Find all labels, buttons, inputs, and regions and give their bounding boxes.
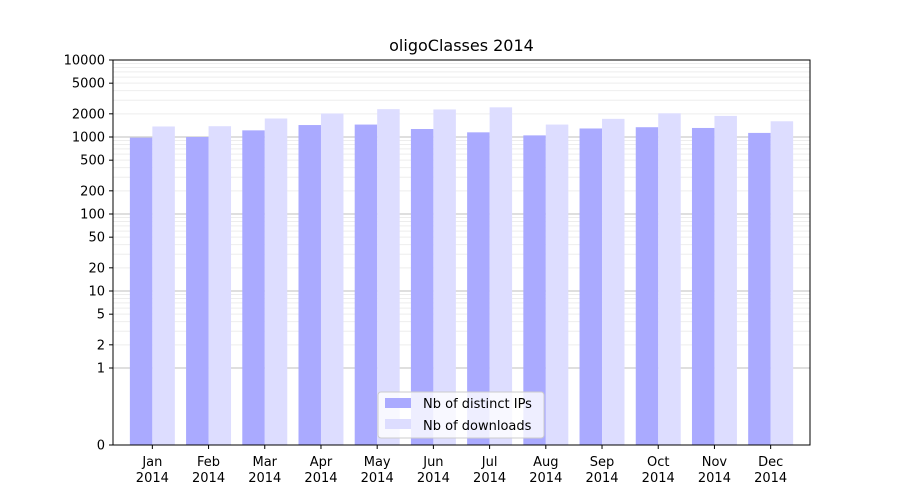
x-tick-label-month: Aug <box>533 455 558 470</box>
x-tick-label-year: 2014 <box>417 471 450 486</box>
bar-ips <box>467 132 490 445</box>
bar-downloads <box>264 118 288 445</box>
x-tick-label-year: 2014 <box>585 471 618 486</box>
legend-label-downloads: Nb of downloads <box>423 419 532 434</box>
bar-ips <box>242 130 265 446</box>
legend-frame <box>377 391 545 439</box>
y-tick-label: 500 <box>80 154 105 169</box>
y-tick-label: 1000 <box>72 131 105 146</box>
bar-downloads <box>489 107 513 445</box>
x-tick-label-month: Nov <box>702 455 728 470</box>
y-tick-label: 1 <box>97 362 105 377</box>
y-tick-label: 10000 <box>64 54 105 69</box>
x-tick-label-year: 2014 <box>192 471 225 486</box>
bar-downloads <box>377 109 400 445</box>
y-tick-label: 100 <box>80 208 105 223</box>
bar-ips <box>129 137 153 445</box>
bar-downloads <box>208 126 232 445</box>
x-tick-label-month: Sep <box>590 455 615 470</box>
x-tick-label-month: Dec <box>758 455 783 470</box>
bar-downloads <box>433 109 456 445</box>
x-tick-label-year: 2014 <box>248 471 281 486</box>
x-tick-label-month: Jun <box>422 455 443 470</box>
legend-swatch-downloads <box>385 419 411 429</box>
x-tick-label-month: Feb <box>197 455 220 470</box>
bar-ips <box>410 129 434 445</box>
bar-ips <box>298 125 321 445</box>
bar-downloads <box>545 124 569 446</box>
bar-downloads <box>320 113 344 445</box>
axes: 012510205010020050010002000500010000Jan2… <box>64 54 788 487</box>
bars <box>129 107 794 446</box>
x-tick-label-month: May <box>364 455 391 470</box>
x-tick-label-year: 2014 <box>642 471 675 486</box>
y-tick-label: 20 <box>88 261 105 276</box>
x-tick-label-month: Jul <box>481 455 498 470</box>
bar-ips <box>748 132 771 445</box>
bar-downloads <box>770 121 794 445</box>
bar-ips <box>579 128 603 445</box>
bar-ips <box>186 137 209 445</box>
y-tick-label: 2000 <box>72 107 105 122</box>
y-tick-label: 2 <box>97 338 105 353</box>
y-tick-label: 5000 <box>72 77 105 92</box>
y-tick-label: 50 <box>88 231 105 246</box>
bar-ips <box>635 127 659 446</box>
x-tick-label-year: 2014 <box>529 471 562 486</box>
y-tick-label: 10 <box>88 285 105 300</box>
legend-label-ips: Nb of distinct IPs <box>423 397 532 412</box>
x-tick-label-year: 2014 <box>304 471 337 486</box>
bar-ips <box>523 135 546 446</box>
x-tick-label-month: Mar <box>253 455 278 470</box>
chart-title: oligoClasses 2014 <box>389 36 534 55</box>
x-tick-label-year: 2014 <box>361 471 394 486</box>
y-tick-label: 200 <box>80 184 105 199</box>
bar-downloads <box>602 118 625 445</box>
bar-downloads <box>658 113 681 445</box>
x-tick-label-month: Oct <box>647 455 669 470</box>
y-tick-label: 0 <box>97 439 105 454</box>
legend-swatch-ips <box>385 398 411 408</box>
x-tick-label-year: 2014 <box>136 471 169 486</box>
bar-ips <box>691 127 715 446</box>
x-tick-label-year: 2014 <box>473 471 506 486</box>
legend: Nb of distinct IPs Nb of downloads <box>377 391 545 439</box>
x-tick-label-month: Jan <box>141 455 162 470</box>
y-tick-label: 5 <box>97 308 105 323</box>
x-tick-label-year: 2014 <box>698 471 731 486</box>
bar-downloads <box>714 115 737 446</box>
x-tick-label-year: 2014 <box>754 471 787 486</box>
bar-ips <box>354 124 378 446</box>
bar-downloads <box>152 126 175 445</box>
plot-frame <box>112 59 811 446</box>
x-tick-label-month: Apr <box>310 455 333 470</box>
